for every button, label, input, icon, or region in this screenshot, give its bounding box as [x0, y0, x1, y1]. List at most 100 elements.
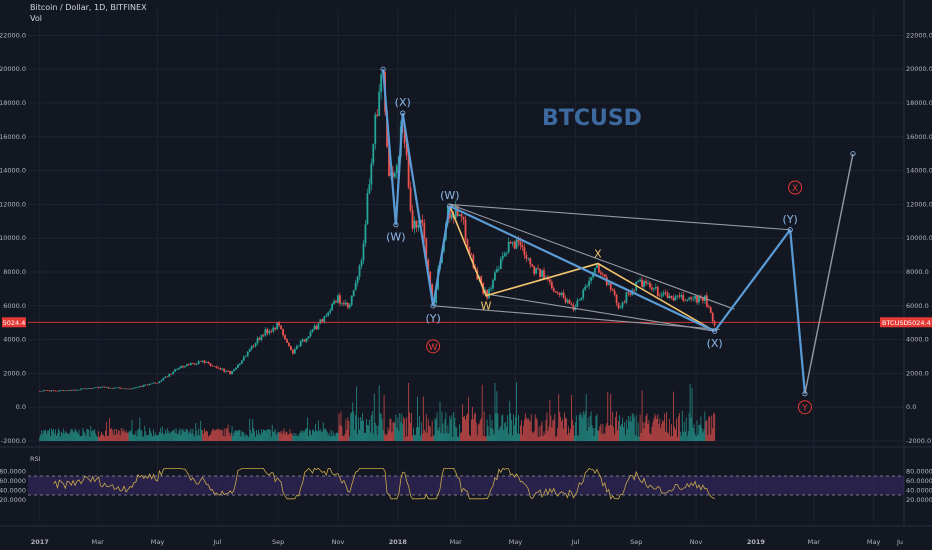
price-candle [496, 269, 498, 273]
price-candle [411, 210, 414, 229]
price-candle [191, 363, 194, 364]
price-candle [490, 288, 492, 290]
trend-line [433, 305, 720, 331]
price-candle [566, 300, 569, 303]
price-candle [219, 368, 222, 370]
price-candle [392, 172, 394, 177]
x-tick-label: Jul [570, 538, 579, 546]
price-candle [248, 349, 251, 352]
price-candle [350, 296, 353, 305]
price-candle [162, 377, 165, 381]
price-candle [142, 384, 145, 387]
price-candle [464, 219, 467, 240]
x-tick-label: 2018 [389, 538, 408, 546]
price-candle [358, 265, 361, 277]
red-circle-label: Y [801, 404, 808, 414]
price-candle [335, 301, 337, 303]
price-candle [531, 264, 534, 267]
price-candle [676, 295, 679, 297]
price-candle [260, 334, 263, 340]
price-candle [711, 312, 714, 322]
price-candle [117, 387, 120, 389]
price-candle [303, 339, 306, 342]
price-candle [480, 276, 483, 284]
price-candle [594, 268, 596, 273]
price-candle [572, 304, 575, 311]
price-candle [621, 302, 624, 308]
price-candle [85, 388, 88, 390]
price-candle [150, 383, 153, 385]
price-candle [197, 361, 200, 365]
price-candle [266, 329, 269, 334]
price-candle [252, 346, 255, 347]
price-candle [288, 342, 290, 346]
price-candle [195, 364, 198, 365]
price-candle [301, 339, 304, 342]
price-candle [299, 341, 302, 347]
blue-wave-segment [382, 69, 397, 225]
price-candle [515, 239, 518, 249]
price-candle [607, 283, 610, 286]
rsi-tick-left: 80.0000 [0, 467, 26, 475]
price-candle [466, 239, 469, 247]
price-candle [168, 373, 171, 377]
price-candle [576, 300, 579, 307]
price-candle [684, 300, 687, 302]
price-tick-left: 18000.0 [0, 99, 26, 107]
current-price-tag-left [2, 317, 26, 328]
price-candle [205, 362, 208, 363]
price-candle [186, 364, 188, 367]
price-candle [413, 220, 416, 229]
price-candle [297, 346, 300, 347]
price-candle [80, 388, 82, 390]
price-candle [46, 390, 49, 391]
blue-wave-segment [449, 205, 716, 333]
price-candle [52, 390, 55, 391]
price-candle [698, 296, 700, 303]
price-candle [99, 386, 102, 388]
price-candle [60, 390, 63, 391]
price-candle [554, 291, 557, 293]
price-candle [519, 241, 522, 246]
price-candle [364, 224, 367, 244]
price-candle [403, 126, 406, 144]
price-candle [690, 297, 693, 300]
price-candle [627, 292, 630, 294]
price-candle [82, 388, 84, 390]
price-candle [217, 367, 220, 369]
price-candle [68, 390, 71, 391]
price-candle [311, 329, 314, 332]
x-tick-label: Mar [808, 538, 821, 546]
wave-pivot [380, 66, 386, 72]
yellow-wave-label: W [481, 300, 492, 313]
price-candle [472, 254, 475, 268]
price-candle [317, 323, 320, 330]
x-tick-label: Mar [450, 538, 463, 546]
price-candle [199, 361, 202, 362]
price-candle [44, 390, 47, 391]
x-tick-label: May [509, 538, 523, 546]
price-candle [284, 335, 286, 340]
price-candle [238, 363, 241, 365]
price-candle [617, 302, 620, 309]
price-candle [42, 390, 45, 392]
price-candle [388, 146, 390, 176]
trend-line [486, 293, 715, 332]
price-candle [670, 295, 673, 298]
price-candle [225, 370, 228, 372]
price-candle [309, 331, 312, 337]
price-candle [599, 272, 602, 274]
price-candle [619, 307, 622, 309]
price-candle [590, 277, 592, 281]
price-candle [348, 304, 351, 308]
price-candle [315, 325, 318, 330]
price-candle [111, 388, 114, 389]
price-candle [501, 255, 504, 259]
yellow-wave-label: X [594, 248, 602, 261]
price-candle [362, 243, 365, 261]
price-candle [211, 365, 214, 367]
price-candle [649, 282, 651, 288]
price-candle [552, 288, 555, 292]
